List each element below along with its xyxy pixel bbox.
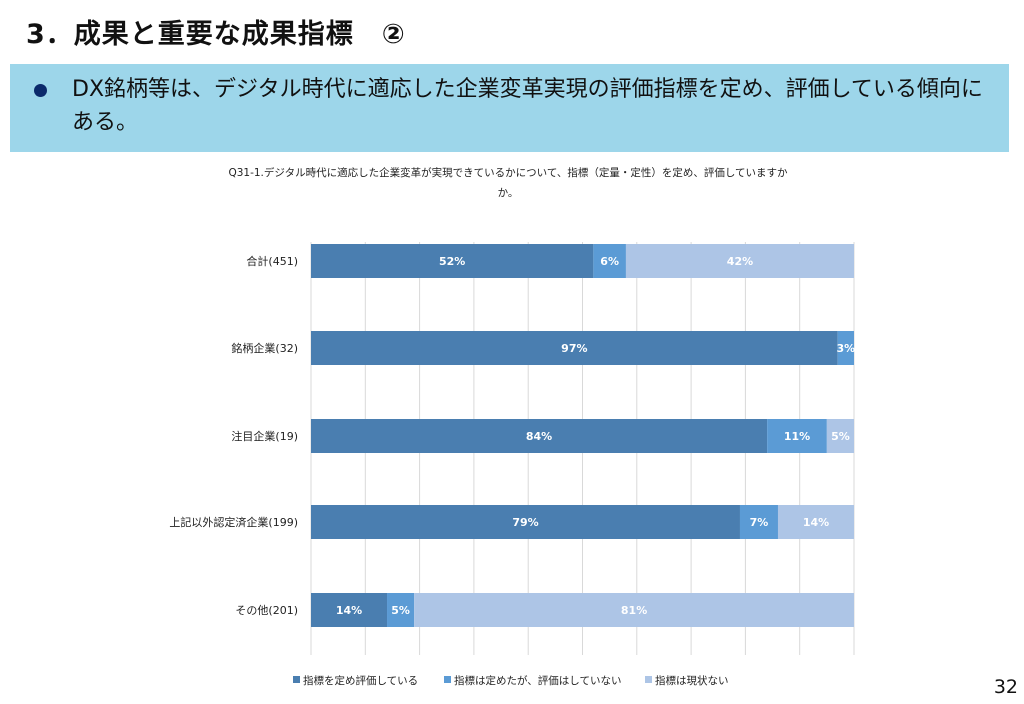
legend-swatch	[293, 676, 300, 683]
data-label: 81%	[621, 604, 647, 617]
bar-segment	[311, 593, 388, 627]
legend-label: 指標は定めたが、評価はしていない	[454, 674, 621, 687]
legend-label: 指標を定め評価している	[303, 674, 418, 687]
bar-segment	[311, 419, 768, 453]
chart-title-line2: か。	[498, 187, 519, 199]
data-label: 14%	[803, 516, 829, 529]
data-label: 5%	[391, 604, 410, 617]
bar-segment	[593, 244, 626, 278]
data-label: 11%	[784, 430, 810, 443]
chart-title-line1: Q31-1.デジタル時代に適応した企業変革が実現できているかについて、指標（定量…	[228, 166, 788, 179]
data-label: 5%	[831, 430, 850, 443]
bar-segment	[625, 244, 854, 278]
category-label: 合計(451)	[246, 254, 298, 268]
legend-swatch	[645, 676, 652, 683]
summary-banner: DX銘柄等は、デジタル時代に適応した企業変革実現の評価指標を定め、評価している傾…	[10, 64, 1009, 152]
data-label: 6%	[600, 255, 619, 268]
bar-segment	[767, 419, 827, 453]
bar-segment	[311, 244, 594, 278]
data-label: 52%	[439, 255, 465, 268]
data-label: 97%	[561, 342, 587, 355]
bar-segment	[311, 505, 740, 539]
data-label: 84%	[526, 430, 552, 443]
bar-segment	[837, 331, 854, 365]
summary-text: DX銘柄等は、デジタル時代に適応した企業変革実現の評価指標を定め、評価している傾…	[72, 77, 983, 135]
bar-segment	[777, 505, 854, 539]
category-label: 銘柄企業(32)	[231, 341, 298, 355]
legend-label: 指標は現状ない	[655, 674, 729, 687]
data-label: 7%	[750, 516, 769, 529]
bar-segment	[414, 593, 854, 627]
page-number: 32	[993, 676, 1018, 698]
bar-segment	[826, 419, 854, 453]
bullet-icon	[34, 84, 47, 97]
data-label: 79%	[512, 516, 538, 529]
bar-segment	[311, 331, 838, 365]
category-label: 上記以外認定済企業(199)	[169, 515, 298, 529]
category-label: 注目企業(19)	[231, 429, 298, 443]
slide-title: 3．成果と重要な成果指標 ②	[26, 19, 406, 50]
data-label: 42%	[727, 255, 753, 268]
category-label: その他(201)	[235, 604, 298, 617]
legend-swatch	[444, 676, 451, 683]
data-label: 3%	[837, 342, 856, 355]
data-label: 14%	[336, 604, 362, 617]
bar-segment	[387, 593, 415, 627]
bar-segment	[739, 505, 778, 539]
